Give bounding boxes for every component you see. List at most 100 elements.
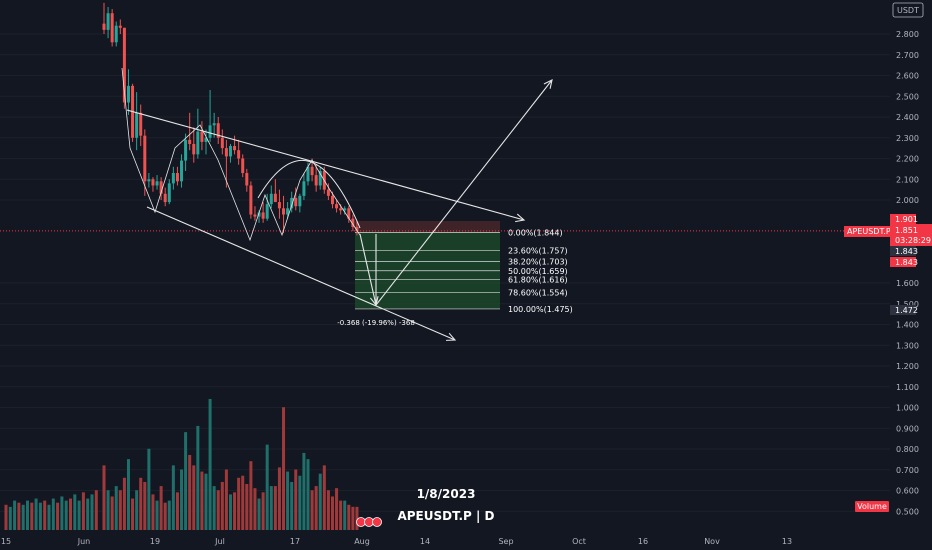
price-tick-1: 2.700 — [896, 51, 919, 60]
wave-pattern[interactable] — [121, 67, 361, 242]
price-tick-14: 1.100 — [896, 383, 919, 392]
volume-bar-14 — [159, 486, 163, 530]
price-tick-18: 0.700 — [896, 466, 919, 475]
volume-bar-52 — [314, 486, 318, 530]
volume-bar-40 — [265, 444, 269, 530]
svg-text:APEUSDT.P: APEUSDT.P — [847, 227, 891, 236]
svg-text:1.851: 1.851 — [895, 226, 918, 235]
candle-body-5 — [122, 27, 126, 103]
candle-body-45 — [286, 208, 290, 215]
fib-zone-top — [355, 221, 500, 233]
candle-body-3 — [114, 25, 118, 43]
volume-bar-28 — [216, 490, 220, 530]
candle-body-0 — [102, 23, 106, 30]
volume-bar-5 — [122, 477, 126, 530]
candle-body-4 — [118, 25, 122, 28]
volume-bar-57 — [335, 488, 339, 530]
volume-bar-56 — [330, 496, 334, 530]
volume-bar-60 — [347, 504, 351, 530]
volume-bar-15 — [163, 502, 167, 530]
volume-bar-6 — [126, 459, 130, 530]
trend-drawings[interactable] — [0, 67, 890, 527]
channel-lower-arrow-head — [445, 332, 457, 341]
time-tick-10: Nov — [704, 537, 720, 546]
volume-bar-16 — [167, 500, 171, 530]
projection-down-line[interactable] — [359, 233, 377, 306]
price-axis[interactable] — [890, 0, 932, 550]
volume-bar-pre-13 — [60, 496, 64, 530]
volume-bar-20 — [184, 432, 188, 530]
candle-body-57 — [335, 204, 339, 209]
candle-body-47 — [294, 197, 298, 207]
projection-up-arrow[interactable] — [375, 79, 553, 306]
event-marker-icon-2[interactable] — [372, 517, 382, 527]
fib-label-2: 38.20%(1.703) — [508, 258, 568, 267]
fib-label-3: 50.00%(1.659) — [508, 267, 568, 276]
candle-body-15 — [163, 193, 167, 203]
volume-bar-26 — [208, 398, 212, 530]
volume-bar-11 — [147, 448, 151, 530]
channel-upper-arrow[interactable] — [126, 109, 525, 221]
currency-label: USDT — [897, 6, 919, 15]
volume-bar-pre-11 — [51, 498, 55, 530]
volume-bar-18 — [175, 492, 179, 530]
volume-bar-pre-5 — [26, 500, 29, 530]
volume-bar-0 — [102, 465, 106, 530]
candle-body-18 — [175, 173, 179, 182]
candle-body-58 — [339, 208, 343, 211]
candle-body-27 — [212, 123, 216, 126]
svg-text:1.472: 1.472 — [895, 306, 918, 315]
time-axis[interactable]: 15 Jun 19 Jul 17 Aug 14 Sep Oct 16 Nov 13 — [1, 537, 792, 546]
volume-bar-pre-10 — [47, 504, 51, 530]
volume-bar-32 — [233, 492, 237, 530]
candle-body-35 — [245, 173, 249, 186]
candle-body-33 — [237, 150, 241, 159]
candle-body-9 — [139, 112, 143, 136]
candle-body-38 — [257, 212, 261, 217]
candle-body-44 — [282, 208, 286, 215]
currency-box[interactable] — [892, 2, 924, 18]
volume-bar-53 — [318, 473, 322, 530]
volume-bar-61 — [351, 506, 355, 530]
rounding-arc[interactable] — [257, 159, 361, 229]
volume-bar-2 — [110, 496, 114, 530]
price-tick-7: 2.100 — [896, 175, 919, 184]
candle-body-24 — [200, 131, 204, 142]
candle-body-56 — [330, 195, 334, 205]
volume-badge[interactable]: Volume — [855, 501, 889, 512]
volume-bar-44 — [282, 407, 286, 530]
fib-retracement[interactable] — [355, 221, 500, 310]
volume-bars — [4, 398, 359, 530]
svg-text:Volume: Volume — [857, 502, 887, 511]
volume-bar-46 — [290, 481, 294, 530]
volume-bar-38 — [257, 498, 261, 530]
candle-body-29 — [220, 137, 224, 149]
volume-bar-pre-17 — [77, 500, 81, 530]
volume-bar-pre-0 — [4, 504, 8, 530]
fib-bottom-price-badge: 1.472 — [890, 305, 918, 315]
time-tick-4: 17 — [290, 537, 300, 546]
volume-bar-24 — [200, 471, 204, 530]
time-tick-5: Aug — [354, 537, 370, 546]
candle-body-2 — [110, 13, 114, 43]
volume-bar-13 — [155, 500, 159, 530]
candle-body-42 — [273, 193, 277, 203]
price-tick-3: 2.500 — [896, 92, 919, 101]
candle-body-60 — [347, 208, 351, 219]
candle-body-43 — [277, 202, 281, 209]
channel-lower-arrow[interactable] — [146, 206, 456, 341]
candle-body-52 — [314, 175, 318, 186]
volume-bar-45 — [286, 471, 290, 530]
volume-bar-59 — [343, 500, 347, 530]
volume-bar-3 — [114, 486, 118, 530]
candle-body-16 — [167, 183, 171, 203]
price-tick-4: 2.400 — [896, 113, 919, 122]
candle-body-34 — [241, 158, 245, 174]
candle-body-28 — [216, 123, 220, 138]
price-tick-17: 0.800 — [896, 445, 919, 454]
candle-body-12 — [151, 179, 155, 186]
volume-bar-42 — [273, 486, 277, 530]
candle-body-17 — [171, 173, 175, 184]
watermark-symbol: APEUSDT.P | D — [397, 509, 494, 523]
